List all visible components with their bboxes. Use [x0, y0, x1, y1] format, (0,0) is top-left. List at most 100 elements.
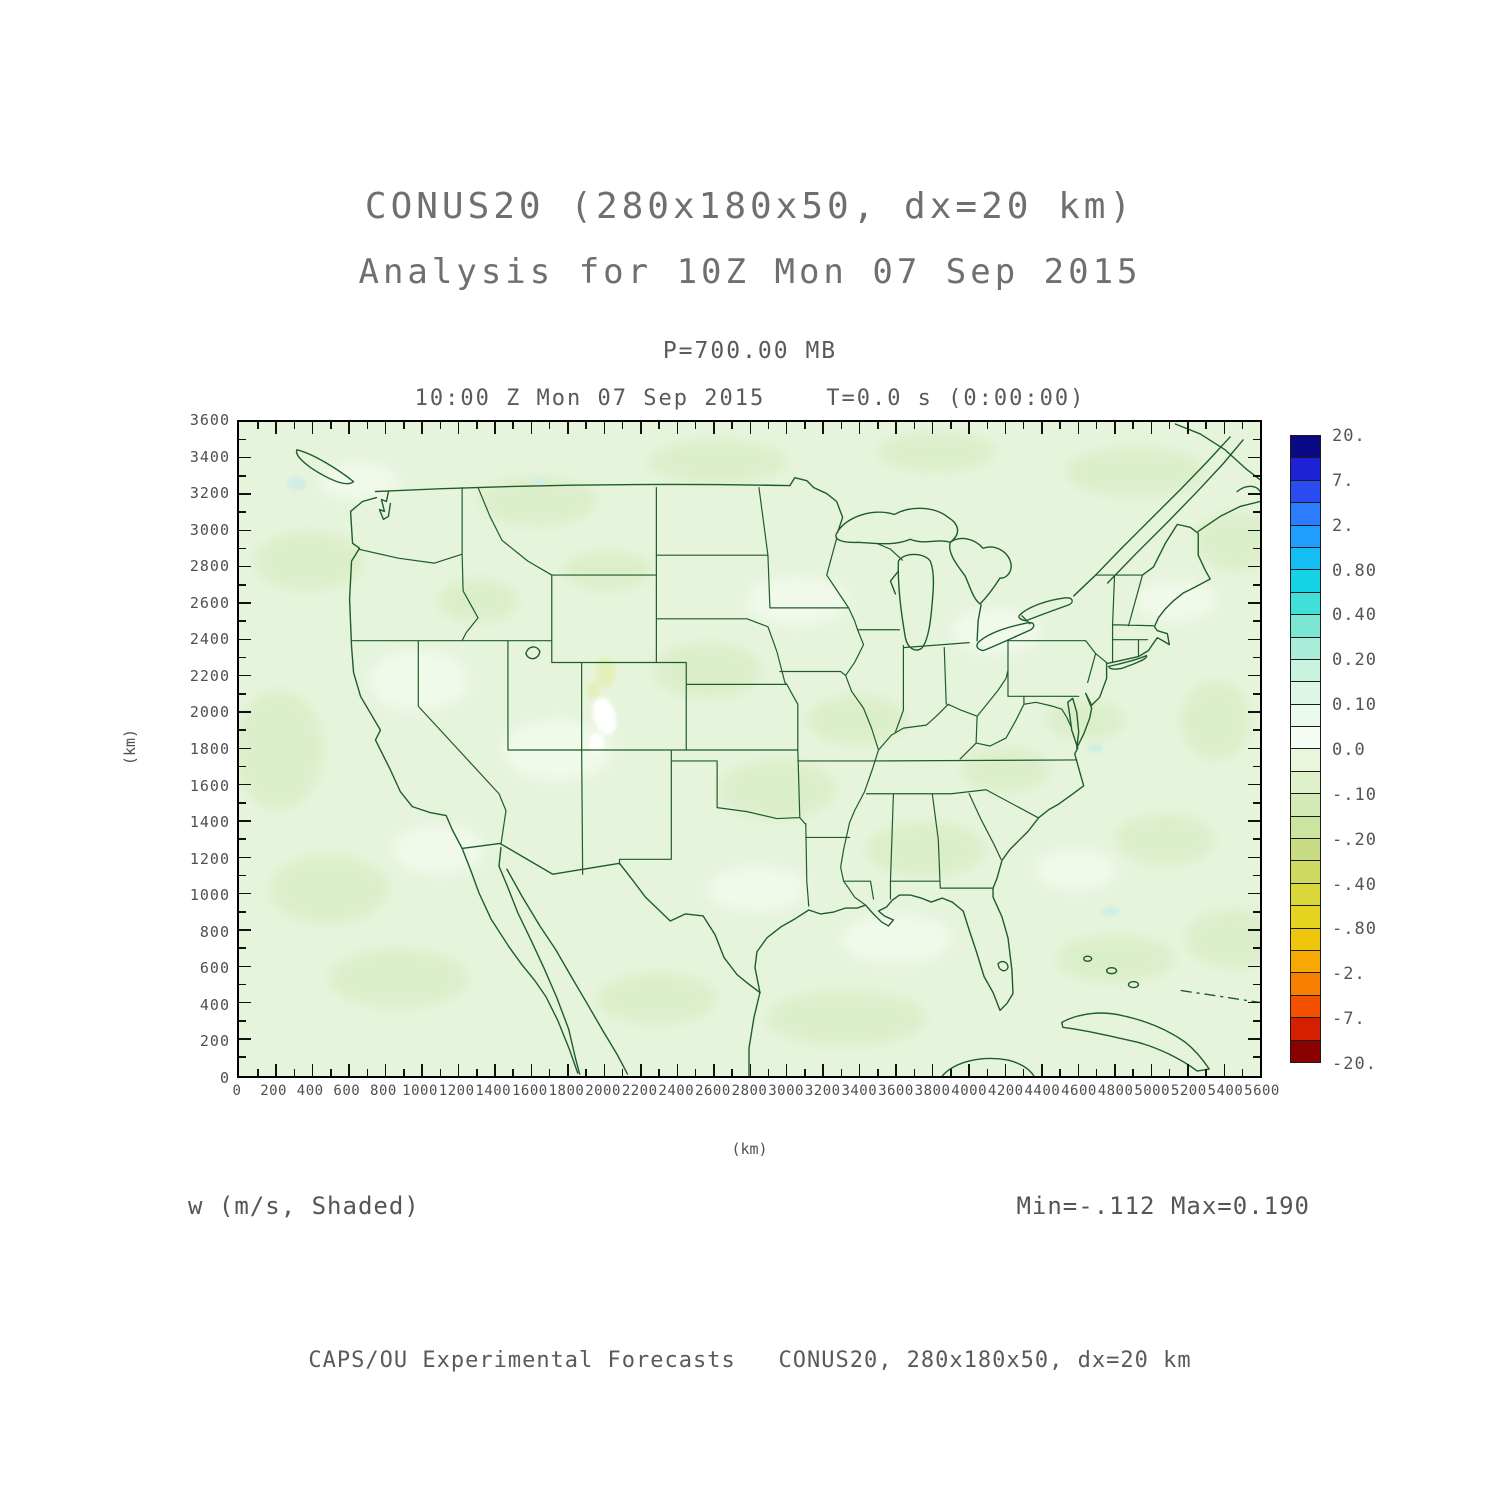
colorbar-cell [1291, 927, 1320, 950]
colorbar-label: 20. [1332, 426, 1366, 446]
x-tick-label: 5000 [1134, 1083, 1171, 1099]
field-shading-dark-patches [239, 431, 1260, 1047]
x-tick-label: 4400 [1024, 1083, 1061, 1099]
pacific-coastline [348, 496, 463, 850]
colorbar-cell [1291, 524, 1320, 547]
x-tick-label: 1000 [402, 1083, 438, 1099]
colorbar-label: -.10 [1332, 784, 1377, 805]
x-tick-label: 2200 [621, 1083, 658, 1099]
colorado-river-mouth [498, 846, 502, 867]
y-tick-label: 2800 [189, 557, 230, 576]
colorbar-label: 2. [1332, 515, 1355, 536]
colorbar-label: -7. [1332, 1009, 1366, 1030]
colorbar-labels: 20. 7. 2. 0.80 0.40 0.20 0.10 0.0 -.10 -.20 -.40 -.… [1332, 426, 1422, 1074]
x-tick-label: 2800 [731, 1083, 768, 1099]
colorbar-label: -.20 [1332, 829, 1377, 850]
colorbar-cell [1291, 972, 1320, 995]
x-tick-label: 400 [296, 1083, 324, 1099]
great-salt-lake [525, 646, 541, 660]
green-bay [889, 570, 900, 595]
x-tick-label: 5600 [1244, 1083, 1280, 1099]
colorbar-cell [1291, 726, 1320, 749]
page-title: CONUS20 (280x180x50, dx=20 km) [364, 186, 1136, 227]
colorbar-cell [1291, 815, 1320, 839]
y-tick-label: 1800 [189, 740, 230, 758]
colorbar-cell [1291, 546, 1320, 570]
baja-outer-coast [461, 847, 579, 1074]
y-tick-label: 1200 [189, 849, 230, 868]
us-canada-border [374, 476, 844, 534]
x-tick-label: 2400 [658, 1083, 695, 1099]
mexico-pacific-coast [506, 868, 629, 1075]
x-tick-label: 2600 [695, 1083, 731, 1099]
footer-credit: CAPS/OU Experimental Forecasts CONUS20, … [308, 1348, 1192, 1373]
x-tick-label: 0 [232, 1083, 242, 1099]
y-axis-title: (km) [121, 728, 139, 766]
pressure-level-label: P=700.00 MB [662, 338, 838, 364]
y-tick-label: 200 [199, 1032, 230, 1051]
colorbar-cell [1291, 479, 1320, 503]
x-tick-label: 200 [260, 1083, 287, 1099]
colorbar-label: 0.0 [1332, 740, 1366, 760]
valid-time-label: 10:00 Z Mon 07 Sep 2015 T=0.0 s (0:00:00… [414, 386, 1086, 411]
gaspe-coast [1197, 500, 1260, 533]
x-tick-label: 3400 [841, 1083, 878, 1099]
colorbar-cell [1291, 636, 1320, 659]
colorbar-label: 0.40 [1332, 605, 1377, 626]
y-tick-label: 2200 [189, 666, 230, 685]
mexico-gulf-coast [748, 991, 761, 1076]
colorbar-cell [1291, 793, 1320, 816]
colorbar-cell [1291, 1039, 1320, 1062]
st-lawrence-north-shore [1106, 439, 1244, 584]
colorbar-cell [1291, 569, 1320, 592]
colorbar-label: -.80 [1332, 919, 1377, 940]
colorbar-cell [1291, 591, 1320, 615]
colorbar-cell [1291, 860, 1320, 883]
corner-island [1236, 485, 1260, 493]
y-tick-label: 1400 [189, 813, 230, 832]
x-axis-tick-labels: 0 200 400 600 800 1000 1200 1400 1600 1800 2000 220… [233, 1083, 1280, 1105]
x-tick-label: 4800 [1097, 1083, 1134, 1099]
y-tick-label: 0 [219, 1069, 230, 1087]
long-island [1107, 654, 1148, 670]
puget-sound-coast [378, 490, 392, 521]
colorbar-label: -.40 [1332, 874, 1377, 895]
colorbar-cell [1291, 838, 1320, 861]
colorbar-cell [1291, 614, 1320, 637]
y-tick-label: 2600 [189, 593, 230, 612]
x-tick-label: 3000 [768, 1083, 804, 1099]
x-tick-label: 1800 [548, 1083, 585, 1099]
x-tick-label: 1600 [511, 1083, 548, 1099]
page-subtitle: Analysis for 10Z Mon 07 Sep 2015 [358, 252, 1142, 292]
y-axis-tick-labels: 0 200 400 600 800 1000 1200 1400 1600 1800 2000 220… [140, 411, 230, 1087]
colorbar-cell [1291, 502, 1320, 525]
colorbar [1290, 435, 1321, 1063]
y-tick-label: 600 [199, 959, 230, 978]
lake-erie [976, 621, 1035, 652]
state-borders-east [826, 537, 1155, 906]
colorbar-label: 0.80 [1332, 560, 1377, 581]
x-tick-label: 3800 [914, 1083, 951, 1099]
colorbar-cell [1291, 949, 1320, 973]
rio-grande-border [618, 862, 761, 994]
map-boundary-dashed [1180, 989, 1260, 1004]
colorbar-cell [1291, 994, 1320, 1018]
vancouver-island [295, 449, 355, 485]
colorbar-cell [1291, 1017, 1320, 1040]
y-tick-label: 800 [199, 922, 230, 941]
lake-huron [948, 537, 1012, 605]
lake-michigan [897, 553, 935, 651]
northeast-corner-coast [1174, 423, 1260, 481]
st-clair-river [976, 604, 982, 642]
x-tick-label: 600 [333, 1083, 361, 1099]
colorbar-label: 7. [1332, 470, 1355, 491]
y-tick-label: 1600 [189, 776, 230, 795]
colorbar-cell [1291, 882, 1320, 906]
x-tick-label: 3200 [804, 1083, 841, 1099]
colorbar-label: 0.20 [1332, 650, 1377, 671]
x-tick-label: 1400 [475, 1083, 512, 1099]
y-tick-label: 2400 [189, 630, 230, 649]
lake-okeechobee [997, 960, 1009, 972]
x-tick-label: 800 [370, 1083, 397, 1099]
